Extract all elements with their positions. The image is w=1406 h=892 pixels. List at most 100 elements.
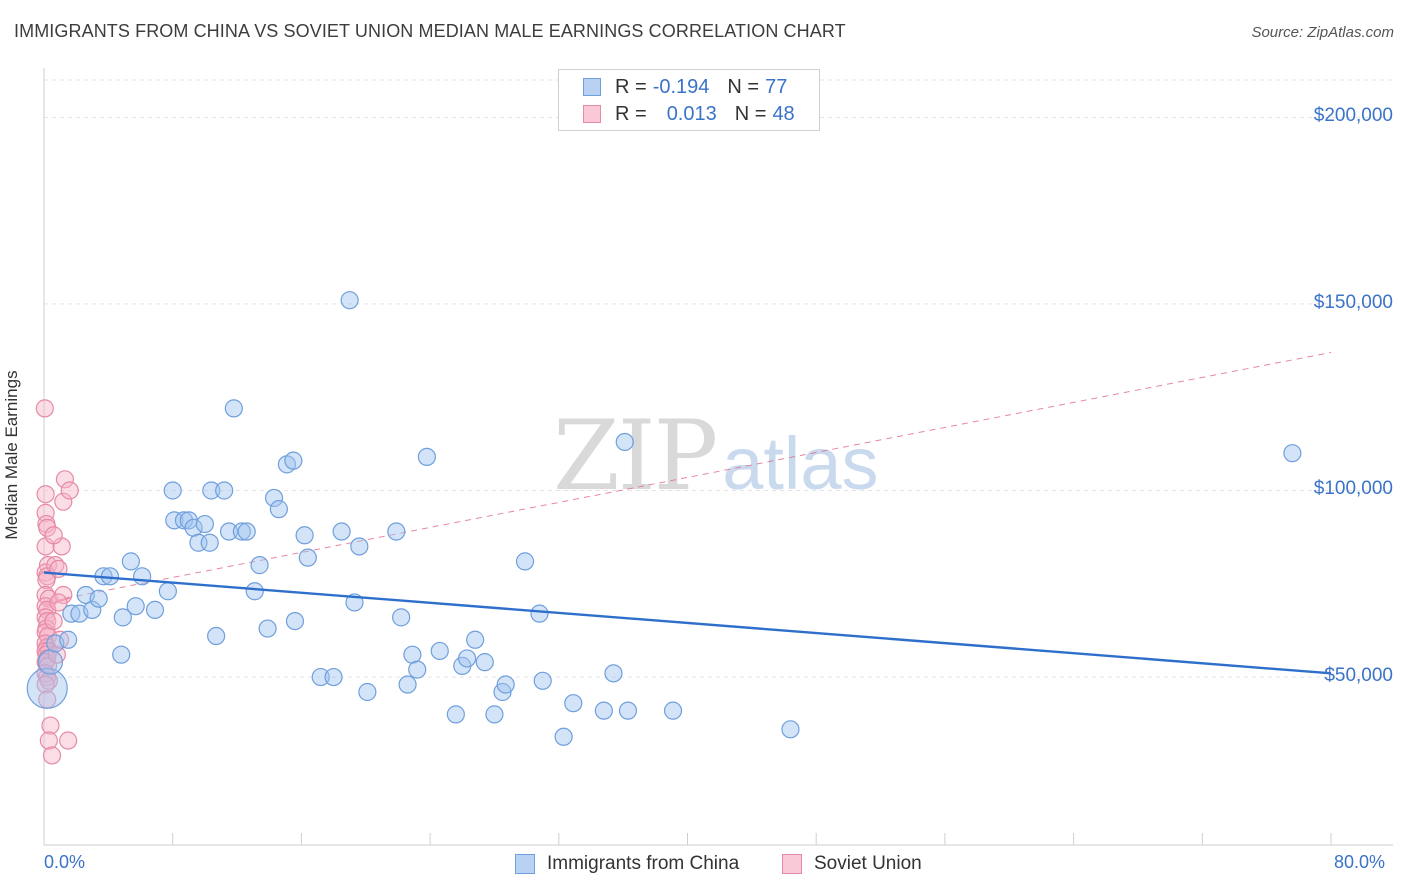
- point-immigrants-from-china: [269, 500, 288, 519]
- legend-n-value: 48: [772, 102, 795, 125]
- watermark-atlas: atlas: [722, 422, 879, 505]
- legend-n-label: N =: [727, 75, 760, 98]
- point-immigrants-from-china: [89, 589, 108, 608]
- legend-r-value: -0.194: [652, 75, 710, 98]
- y-tick-label: $150,000: [1313, 291, 1393, 313]
- y-tick-label: $200,000: [1313, 105, 1393, 127]
- point-immigrants-from-china: [284, 451, 303, 470]
- point-immigrants-from-china: [250, 556, 269, 575]
- point-immigrants-from-china: [200, 533, 219, 552]
- point-soviet-union: [37, 570, 56, 590]
- point-soviet-union: [39, 731, 58, 750]
- point-immigrants-from-china: [174, 511, 194, 530]
- trend-line-soviet-union: [43, 351, 1332, 603]
- point-immigrants-from-china: [298, 548, 317, 567]
- point-immigrants-from-china: [358, 682, 377, 702]
- point-soviet-union: [36, 675, 55, 694]
- point-immigrants-from-china: [564, 694, 583, 713]
- point-immigrants-from-china: [258, 619, 277, 638]
- correlation-legend: R = -0.194 N = 77 R = 0.013 N = 48: [558, 69, 820, 131]
- point-immigrants-from-china: [475, 653, 494, 672]
- point-immigrants-from-china: [392, 608, 411, 627]
- point-immigrants-from-china: [237, 522, 256, 541]
- point-soviet-union: [36, 485, 55, 504]
- trend-line-immigrants-from-china: [43, 571, 1332, 675]
- point-soviet-union: [38, 518, 57, 537]
- point-immigrants-from-china: [195, 514, 214, 534]
- legend-n-value: 77: [765, 75, 788, 98]
- point-immigrants-from-china: [207, 626, 226, 646]
- legend-row-soviet: R = 0.013 N = 48: [583, 102, 795, 126]
- point-immigrants-from-china: [530, 604, 549, 623]
- point-immigrants-from-china: [417, 447, 436, 467]
- point-immigrants-from-china: [112, 645, 131, 664]
- point-immigrants-from-china: [202, 481, 221, 500]
- y-tick-label: $50,000: [1324, 665, 1393, 687]
- point-immigrants-from-china: [219, 522, 239, 541]
- point-immigrants-from-china: [215, 481, 234, 500]
- point-immigrants-from-china: [113, 608, 132, 627]
- point-immigrants-from-china: [324, 667, 343, 687]
- data-points: [26, 291, 1302, 765]
- point-immigrants-from-china: [446, 705, 465, 724]
- point-soviet-union: [54, 492, 73, 511]
- watermark-zip: ZIP: [553, 400, 718, 512]
- point-immigrants-from-china: [430, 641, 449, 661]
- x-tick-label-max: 80.0%: [1334, 852, 1386, 872]
- point-immigrants-from-china: [340, 291, 359, 310]
- chart-title: IMMIGRANTS FROM CHINA VS SOVIET UNION ME…: [14, 21, 846, 41]
- legend-label-china: Immigrants from China: [547, 853, 740, 874]
- legend-n-label: N =: [734, 102, 767, 125]
- legend-swatch-soviet: [583, 105, 601, 123]
- point-immigrants-from-china: [121, 552, 140, 571]
- point-immigrants-from-china: [604, 664, 623, 683]
- point-soviet-union: [35, 399, 54, 418]
- point-immigrants-from-china: [26, 667, 68, 709]
- point-soviet-union: [44, 526, 63, 545]
- watermark: ZIP atlas: [553, 400, 879, 512]
- point-immigrants-from-china: [126, 597, 145, 616]
- point-soviet-union: [41, 716, 60, 735]
- point-immigrants-from-china: [163, 481, 182, 500]
- point-immigrants-from-china: [1283, 444, 1302, 463]
- point-soviet-union: [44, 611, 63, 631]
- point-immigrants-from-china: [232, 522, 251, 541]
- legend-swatch-soviet: [782, 854, 802, 874]
- point-soviet-union: [55, 470, 75, 489]
- point-immigrants-from-china: [594, 701, 613, 720]
- legend-r-value: 0.013: [666, 102, 717, 125]
- point-immigrants-from-china: [158, 582, 177, 601]
- point-immigrants-from-china: [618, 701, 638, 720]
- point-immigrants-from-china: [37, 649, 64, 675]
- y-tick-label: $100,000: [1313, 478, 1393, 500]
- legend-label-soviet: Soviet Union: [814, 853, 922, 874]
- point-immigrants-from-china: [295, 526, 314, 545]
- point-immigrants-from-china: [264, 488, 284, 508]
- legend-swatch-china: [583, 78, 601, 96]
- trend-line-soviet-union: [43, 351, 1332, 608]
- point-soviet-union: [59, 731, 78, 750]
- point-immigrants-from-china: [533, 671, 552, 690]
- point-immigrants-from-china: [781, 720, 800, 739]
- point-immigrants-from-china: [311, 667, 330, 687]
- point-immigrants-from-china: [165, 511, 184, 530]
- point-immigrants-from-china: [245, 582, 264, 601]
- point-immigrants-from-china: [387, 522, 406, 541]
- point-immigrants-from-china: [145, 600, 165, 620]
- point-immigrants-from-china: [466, 630, 485, 649]
- point-immigrants-from-china: [408, 660, 427, 679]
- legend-r-label: R =: [615, 75, 647, 98]
- point-immigrants-from-china: [59, 630, 78, 649]
- legend-r-label: R =: [615, 102, 647, 125]
- point-soviet-union: [60, 481, 79, 500]
- point-immigrants-from-china: [496, 675, 515, 694]
- point-immigrants-from-china: [332, 522, 351, 541]
- point-soviet-union: [49, 593, 68, 612]
- legend-item-china: Immigrants from China: [515, 852, 739, 876]
- point-immigrants-from-china: [615, 432, 634, 452]
- point-immigrants-from-china: [83, 600, 102, 620]
- x-tick-label-min: 0.0%: [44, 852, 86, 872]
- point-soviet-union: [42, 746, 62, 765]
- point-immigrants-from-china: [485, 705, 504, 724]
